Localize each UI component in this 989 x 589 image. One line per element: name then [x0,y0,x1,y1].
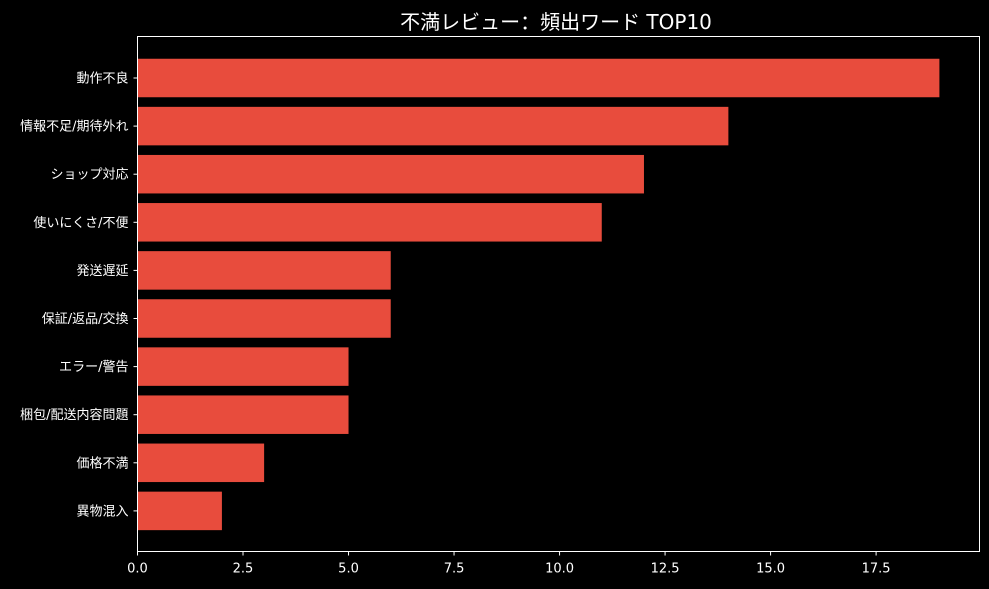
bars-group [137,58,940,531]
bar [137,58,940,98]
chart-title: 不満レビュー：頻出ワード TOP10 [400,10,712,34]
bar [137,395,349,434]
y-tick-label: 異物混入 [76,504,128,519]
y-tick-label: 保証/返品/交換 [42,311,129,327]
bar [137,443,265,483]
bar [137,154,644,194]
bar [137,299,391,338]
bar [137,347,349,386]
x-tick-label: 5.0 [338,562,359,577]
x-tick-label: 7.5 [444,562,465,577]
y-tick-label: エラー/警告 [59,359,128,375]
y-tick-label: 情報不足/期待外れ [20,120,128,135]
x-tick-label: 2.5 [233,562,254,577]
bar [137,491,222,531]
y-tick-label: 動作不良 [76,71,128,87]
y-tick-label: 梱包/配送内容問題 [20,407,128,423]
x-axis: 0.0 2.5 5.0 7.5 10.0 12.5 15.0 17.5 [127,551,891,577]
bar [137,251,391,290]
x-tick-label: 0.0 [127,562,148,577]
x-tick-label: 17.5 [862,562,891,577]
x-tick-label: 10.0 [545,562,574,577]
x-tick-label: 15.0 [756,562,785,577]
plot-frame [137,36,980,552]
bar [137,106,729,146]
y-axis: 動作不良情報不足/期待外れショップ対応使いにくさ/不便発送遅延保証/返品/交換エ… [20,71,138,519]
y-tick-label: ショップ対応 [50,168,128,183]
x-tick-label: 12.5 [651,562,680,577]
y-tick-label: 発送遅延 [76,264,128,279]
bar [137,203,602,242]
y-tick-label: 価格不満 [76,455,128,471]
y-tick-label: 使いにくさ/不便 [33,215,128,231]
